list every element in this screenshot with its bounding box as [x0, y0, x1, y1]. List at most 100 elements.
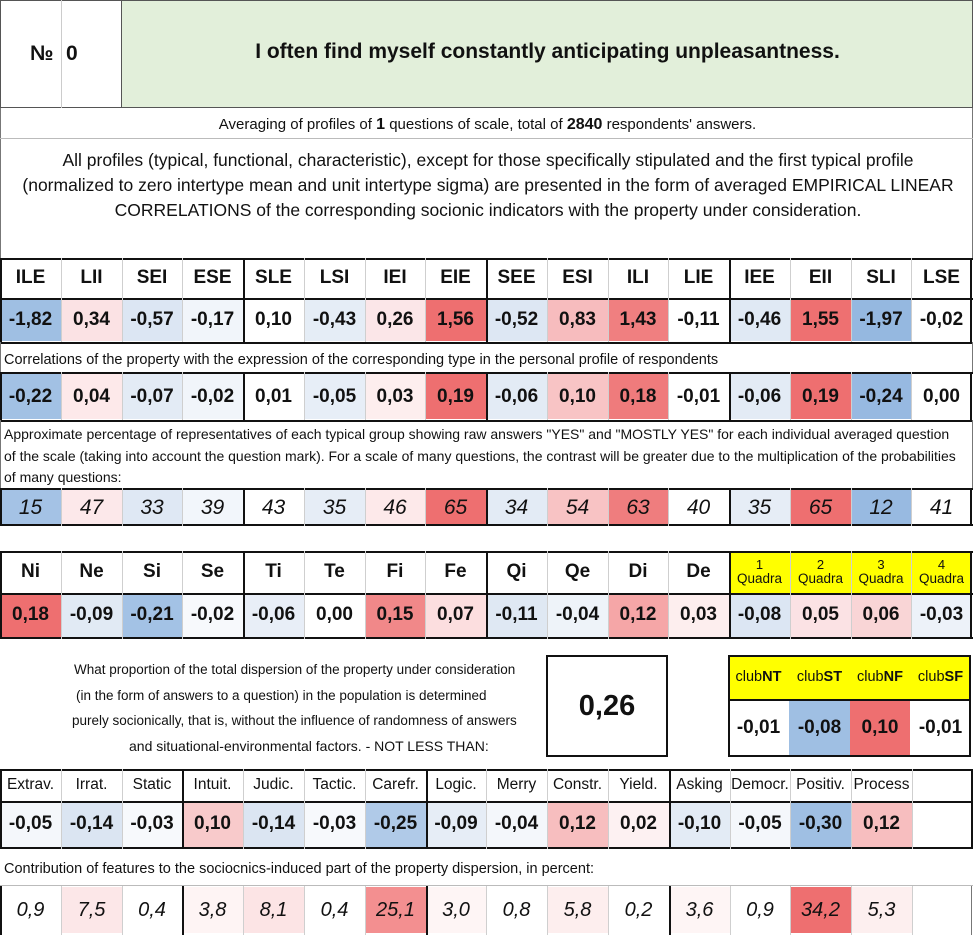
- column-rule: [790, 769, 791, 849]
- feature-value: 0,12: [851, 801, 912, 847]
- column-rule: [486, 372, 488, 420]
- function-header: Qe: [564, 561, 591, 582]
- table-rule: [728, 699, 971, 701]
- column-rule: [547, 372, 548, 420]
- column-rule: [426, 885, 428, 935]
- type-profile-value: 1,55: [790, 298, 851, 341]
- column-rule: [790, 551, 791, 639]
- club-value: -0,08: [789, 699, 850, 757]
- feature-contribution: 0,2: [608, 887, 669, 933]
- type-percentage-value: 47: [61, 490, 122, 526]
- column-rule: [668, 258, 669, 342]
- title-box: [122, 0, 973, 108]
- column-rule: [851, 258, 852, 342]
- feature-contribution: 7,5: [61, 887, 122, 933]
- feature-value: -0,10: [669, 801, 730, 847]
- type-correlation-value: 0,03: [365, 374, 425, 419]
- club-prefix: club: [796, 669, 824, 685]
- type-percentage-value: 65: [425, 490, 486, 526]
- column-rule: [729, 488, 731, 526]
- summary-middle: questions of scale, total of: [385, 116, 567, 133]
- quadra-number: 1: [755, 557, 764, 572]
- type-percentage-value: 15: [0, 490, 61, 526]
- feature-header: Yield.: [619, 776, 658, 793]
- feature-value: -0,03: [304, 801, 365, 847]
- column-rule: [486, 769, 487, 849]
- quadra-label: Quadra: [797, 571, 844, 586]
- column-rule: [912, 885, 913, 935]
- type-correlation-value: 0,19: [425, 374, 486, 419]
- type-profile-value: -1,97: [851, 298, 911, 341]
- type-percentage-value: 40: [668, 490, 729, 526]
- type-profile-value: 0,83: [547, 298, 608, 341]
- type-profile-value: 1,56: [425, 298, 486, 341]
- function-header: Ti: [265, 561, 282, 582]
- type-table: ILE -1,82 -0,22 15 LII 0,34 0,04 47 SEI -0,57 -0,0…: [0, 258, 973, 526]
- type-correlation-value: 0,04: [61, 374, 122, 419]
- type-correlation-value: -0,01: [668, 374, 729, 419]
- type-percentage-value: 46: [365, 490, 425, 526]
- column-rule: [425, 372, 426, 420]
- function-header: Si: [143, 561, 161, 582]
- type-profile-value: 0,10: [243, 298, 304, 341]
- feature-value: -0,25: [365, 801, 426, 847]
- function-value: 0,00: [304, 593, 365, 637]
- club-code: SF: [944, 669, 964, 685]
- function-value: 0,18: [0, 593, 61, 637]
- column-rule: [669, 885, 671, 935]
- feature-header: Logic.: [435, 776, 477, 793]
- column-rule: [365, 885, 366, 935]
- type-percentage-value: 54: [547, 490, 608, 526]
- column-rule: [486, 885, 487, 935]
- question-title: I often find myself constantly anticipat…: [255, 40, 840, 63]
- column-rule: [0, 885, 2, 935]
- column-rule: [304, 258, 305, 342]
- column-rule: [425, 258, 426, 342]
- column-rule: [61, 258, 62, 342]
- column-rule: [851, 488, 852, 526]
- column-rule: [790, 885, 791, 935]
- page-right-line: [972, 108, 973, 258]
- column-rule: [668, 551, 669, 639]
- function-value: 0,12: [608, 593, 668, 637]
- feature-value: -0,14: [61, 801, 122, 847]
- column-rule: [243, 258, 245, 342]
- column-rule: [0, 372, 2, 420]
- type-header: EIE: [440, 267, 471, 288]
- column-rule: [243, 551, 245, 639]
- column-rule: [851, 551, 852, 639]
- number-divider: [61, 0, 62, 108]
- club-value: 0,10: [850, 699, 910, 757]
- club-header: club NT: [728, 655, 789, 699]
- feature-contribution: 8,1: [243, 887, 304, 933]
- column-rule: [668, 488, 669, 526]
- page-left-line: [0, 108, 1, 258]
- column-rule: [365, 488, 366, 526]
- column-rule: [608, 551, 609, 639]
- feature-header: Democr.: [731, 776, 789, 793]
- feature-value: -0,05: [0, 801, 61, 847]
- column-rule: [608, 488, 609, 526]
- column-rule: [911, 488, 912, 526]
- feature-contribution: 34,2: [790, 887, 851, 933]
- feature-value: -0,04: [486, 801, 547, 847]
- column-rule: [304, 551, 305, 639]
- feature-contribution: 3,8: [182, 887, 243, 933]
- club-code: NT: [762, 669, 782, 685]
- type-correlation-value: -0,22: [0, 374, 61, 419]
- type-header: IEE: [744, 267, 775, 288]
- column-rule: [122, 258, 123, 342]
- description: All profiles (typical, functional, chara…: [22, 150, 954, 220]
- feature-header: Irrat.: [75, 776, 108, 793]
- summary-divider: [0, 138, 973, 139]
- type-percentage-value: 39: [182, 490, 243, 526]
- feature-contribution: 5,3: [851, 887, 912, 933]
- column-rule: [182, 372, 183, 420]
- column-rule: [911, 551, 912, 639]
- quadra-number: 2: [816, 557, 825, 572]
- dispersion-line-1: What proportion of the total dispersion …: [74, 662, 516, 677]
- column-rule: [912, 801, 913, 847]
- quadra-header: 4 Quadra: [911, 551, 972, 593]
- column-rule: [668, 372, 669, 420]
- column-rule: [243, 372, 245, 420]
